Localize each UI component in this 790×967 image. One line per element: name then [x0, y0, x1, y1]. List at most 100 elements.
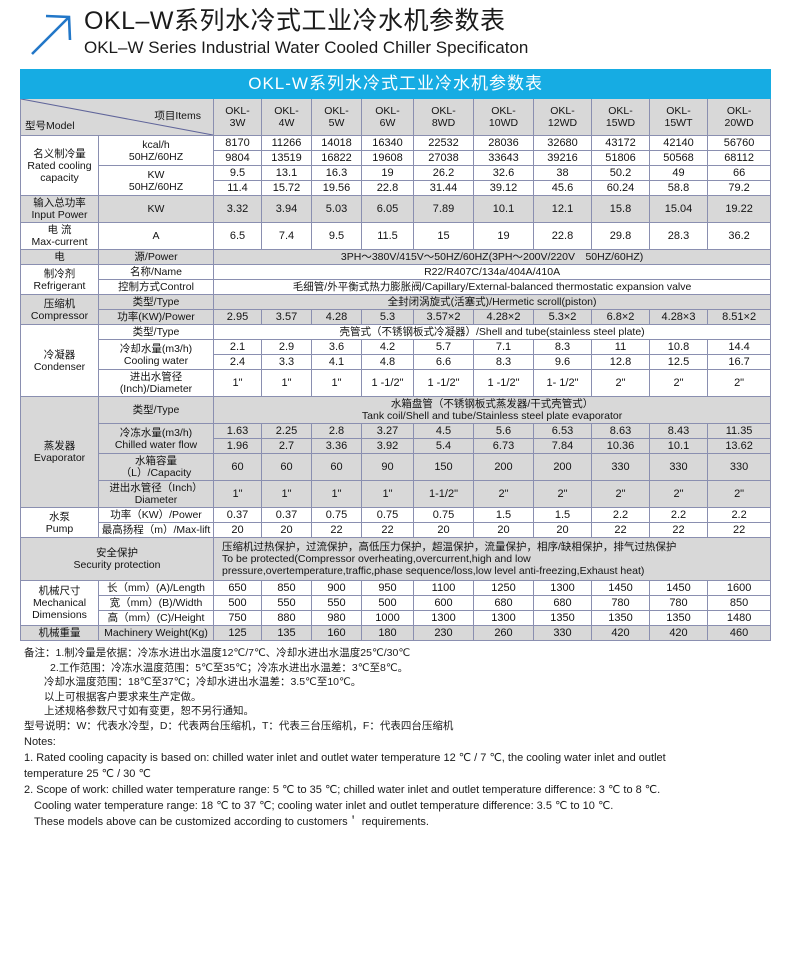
cell: 600 — [413, 595, 474, 611]
cell: 2.2 — [649, 507, 708, 523]
corner-items-label: 项目Items — [154, 110, 201, 122]
cell: 28.3 — [649, 222, 708, 250]
cell: 15 — [413, 222, 474, 250]
cell: 26.2 — [413, 165, 474, 181]
cell: 6.6 — [413, 354, 474, 370]
page-header: OKL–W系列水冷式工业冷水机参数表 OKL–W Series Industri… — [0, 0, 790, 60]
model-col-9: OKL- 20WD — [706, 98, 772, 136]
page-title-en: OKL–W Series Industrial Water Cooled Chi… — [84, 38, 529, 57]
cell: 900 — [311, 580, 362, 596]
cell: 330 — [533, 625, 592, 641]
cell: 12.5 — [649, 354, 708, 370]
cell: 1450 — [591, 580, 650, 596]
cell: 1" — [213, 480, 262, 508]
table-row: 安全保护 Security protection 压缩机过热保护，过流保护，高低压… — [20, 537, 772, 581]
refrigerant-name-label: 名称/Name — [98, 264, 214, 280]
model-col-7: OKL- 15WD — [591, 98, 650, 136]
cell: 45.6 — [533, 180, 592, 196]
cell: 79.2 — [706, 180, 772, 196]
cell: 6.05 — [361, 195, 414, 223]
cell: 60.24 — [591, 180, 650, 196]
cell: 14.4 — [706, 339, 772, 355]
security-value-en2: pressure,overtemperature,traffic,phase s… — [222, 565, 645, 577]
cell: 3.32 — [213, 195, 262, 223]
table-row: 冷却水量(m3/h) Cooling water 2.1 2.9 3.6 4.2 … — [21, 339, 772, 370]
cell: 2" — [473, 480, 534, 508]
cell: 2.9 — [261, 339, 312, 355]
cell: 2.4 — [213, 354, 262, 370]
cell: 4.28×3 — [649, 309, 708, 325]
cell: 16.3 — [311, 165, 362, 181]
cell: 1.5 — [473, 507, 534, 523]
table-row: KW 50HZ/60HZ 9.5 13.1 16.3 19 26.2 32.6 3… — [21, 165, 772, 196]
cell: 7.89 — [413, 195, 474, 223]
cell: 33643 — [473, 150, 534, 166]
evaporator-type-value: 水箱盘管（不锈钢板式蒸发器/干式壳管式） Tank coil/Shell and … — [212, 396, 772, 424]
note-en-1: 1. Rated cooling capacity is based on: c… — [24, 751, 666, 764]
cell: 0.37 — [213, 507, 262, 523]
note-en-4: These models above can be customized acc… — [34, 815, 429, 828]
cell: 5.6 — [473, 423, 534, 439]
cell: 7.4 — [261, 222, 312, 250]
row-label-weight: 机械重量 — [20, 625, 99, 641]
cell: 56760 — [706, 135, 772, 151]
cell: 1" — [213, 369, 262, 397]
cell: 4.5 — [413, 423, 474, 439]
unit-kcal: kcal/h 50HZ/60HZ — [98, 135, 214, 166]
cell: 4.1 — [311, 354, 362, 370]
cell: 1350 — [591, 610, 650, 626]
cell: 420 — [649, 625, 708, 641]
cell: 22 — [311, 522, 362, 538]
cell: 980 — [311, 610, 362, 626]
corner-model-label: 型号Model — [25, 120, 75, 132]
cell: 60 — [213, 453, 262, 481]
note-en-2: 2. Scope of work: chilled water temperat… — [24, 783, 661, 796]
cell: 90 — [361, 453, 414, 481]
cell: 10.36 — [591, 438, 650, 454]
cell: 650 — [213, 580, 262, 596]
cell: 11.35 — [706, 423, 772, 439]
cell: 550 — [311, 595, 362, 611]
table-row: 电 流 Max-current A 6.5 7.4 9.5 11.5 15 19 … — [20, 222, 772, 250]
row-label-dimensions: 机械尺寸 Mechanical Dimensions — [20, 580, 99, 626]
cell: 19.56 — [311, 180, 362, 196]
cell: 20 — [213, 522, 262, 538]
table-row: 名义制冷量 Rated cooling capacity kcal/h 50HZ/… — [20, 135, 772, 196]
cell: 1300 — [473, 610, 534, 626]
cell: 15.8 — [591, 195, 650, 223]
unit-input-power: KW — [98, 195, 214, 223]
cell: 200 — [533, 453, 592, 481]
cell: 1300 — [533, 580, 592, 596]
cell: 1.96 — [213, 438, 262, 454]
cell: 28036 — [473, 135, 534, 151]
refrigerant-control-value: 毛细管/外平衡式热力膨胀阀/Capillary/External-balance… — [212, 279, 772, 295]
cell: 4.28×2 — [473, 309, 534, 325]
cell: 1" — [261, 480, 312, 508]
cell: 8.63 — [591, 423, 650, 439]
cell: 1" — [311, 369, 362, 397]
cell: 1 -1/2" — [473, 369, 534, 397]
cell: 27038 — [413, 150, 474, 166]
cell: 780 — [649, 595, 708, 611]
table-row: 机械重量 Machinery Weight(Kg) 125 135 160 18… — [20, 625, 772, 641]
cell: 1" — [261, 369, 312, 397]
cell: 19 — [361, 165, 414, 181]
cell: 1350 — [533, 610, 592, 626]
arrow-up-right-icon — [26, 8, 78, 60]
cell: 3.36 — [311, 438, 362, 454]
cell: 8170 — [213, 135, 262, 151]
cell: 20 — [473, 522, 534, 538]
row-label-condenser: 冷凝器 Condenser — [20, 324, 99, 397]
cell: 2.2 — [706, 507, 772, 523]
cell: 500 — [361, 595, 414, 611]
row-label-rated-cooling: 名义制冷量 Rated cooling capacity — [20, 135, 99, 196]
cell: 29.8 — [591, 222, 650, 250]
cell: 10.8 — [649, 339, 708, 355]
cell: 2.95 — [213, 309, 262, 325]
table-row: 进出水管径 (Inch)/Diameter 1" 1" 1" 1 -1/2" 1 … — [21, 369, 772, 397]
cell: 3.6 — [311, 339, 362, 355]
cell: 950 — [361, 580, 414, 596]
row-label-power-en: 源/Power — [98, 249, 214, 265]
cell: 15.04 — [649, 195, 708, 223]
row-label-max-current: 电 流 Max-current — [20, 222, 99, 250]
